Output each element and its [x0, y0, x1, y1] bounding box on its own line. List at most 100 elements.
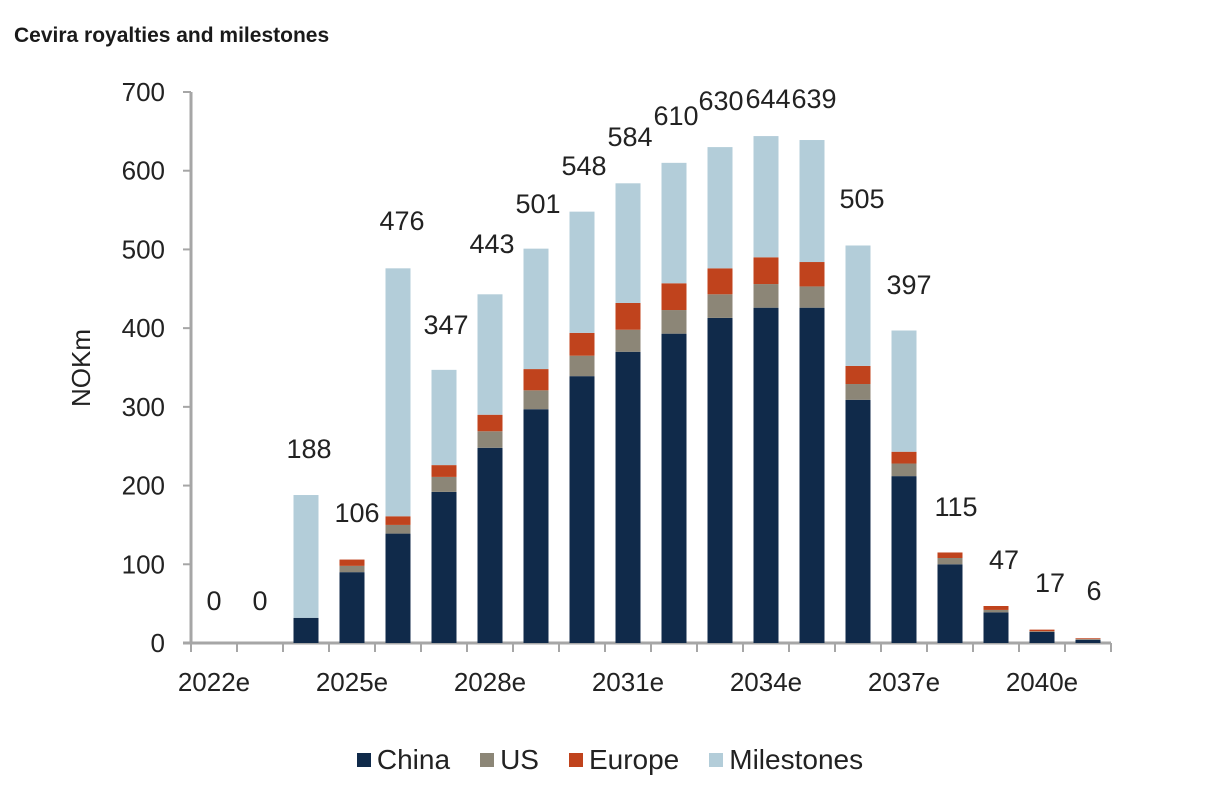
y-axis-title: NOKm [66, 329, 96, 407]
y-tick-label: 700 [122, 77, 165, 107]
bar-segment-china [477, 447, 503, 643]
bar-segment-us [845, 384, 871, 400]
bar-segment-china [431, 491, 457, 643]
bar-segment-milestones [799, 140, 825, 263]
x-tick-label: 2031e [592, 667, 664, 697]
y-tick-label: 500 [122, 234, 165, 264]
bar-segment-milestones [477, 294, 503, 415]
bar-segment-us [1029, 631, 1055, 632]
legend-item-us: US [480, 744, 539, 776]
bar-segment-us [707, 294, 733, 318]
legend-label-europe: Europe [588, 744, 680, 775]
bar-segment-china [845, 399, 871, 643]
bar-segment-china [937, 564, 963, 643]
bar-segment-china [569, 376, 595, 643]
bar-segment-europe [753, 257, 779, 285]
bar-segment-us [753, 284, 779, 308]
data-label-total: 0 [206, 586, 221, 616]
legend-swatch-china [356, 753, 371, 767]
bar-segment-china [707, 317, 733, 643]
data-label-total: 548 [561, 151, 606, 181]
legend-item-europe: Europe [568, 744, 680, 776]
bar-segment-china [799, 307, 825, 643]
data-label-total: 501 [515, 189, 560, 219]
bar-segment-europe [661, 283, 687, 311]
bar-segment-milestones [293, 495, 319, 618]
bar-segment-europe [799, 262, 825, 287]
data-label-total: 644 [745, 84, 790, 114]
legend-label-us: US [500, 744, 539, 775]
bar-segment-china [339, 572, 365, 643]
data-label-total: 630 [698, 86, 743, 116]
bar-segment-milestones [753, 136, 779, 258]
y-tick-label: 400 [122, 313, 165, 343]
bar-segment-europe [569, 332, 595, 356]
bar-segment-milestones [523, 248, 549, 370]
data-label-total: 476 [379, 206, 424, 236]
bar-segment-europe [937, 552, 963, 558]
bar-segment-us [431, 476, 457, 492]
bar-segment-us [385, 524, 411, 534]
bar-segment-us [891, 463, 917, 477]
data-label-total: 47 [989, 545, 1019, 575]
bar-segment-us [1075, 639, 1101, 640]
bar-segment-europe [707, 268, 733, 295]
bar-segment-china [1029, 631, 1055, 643]
data-label-total: 106 [334, 498, 379, 528]
bar-segment-europe [615, 302, 641, 330]
x-tick-label: 2028e [454, 667, 526, 697]
bar-segment-europe [891, 451, 917, 464]
legend-label-milestones: Milestones [729, 744, 864, 775]
bar-segment-china [385, 533, 411, 643]
data-label-total: 115 [934, 492, 977, 522]
legend-item-china: China [356, 744, 451, 776]
bar-segment-us [799, 286, 825, 308]
data-label-total: 17 [1035, 568, 1065, 598]
legend-swatch-us [480, 753, 495, 767]
bar-segment-china [523, 409, 549, 643]
bar-segment-europe [385, 516, 411, 525]
bar-segment-us [339, 565, 365, 573]
bar-segment-europe [1029, 629, 1055, 632]
bar-segment-milestones [615, 183, 641, 303]
legend-label-china: China [376, 744, 451, 775]
bar-segment-us [615, 329, 641, 352]
bar-segment-milestones [661, 162, 687, 284]
bar-segment-china [293, 617, 319, 643]
data-label-total: 6 [1086, 576, 1101, 606]
bar-segment-milestones [569, 211, 595, 333]
data-label-total: 397 [886, 270, 931, 300]
bar-segment-china [983, 612, 1009, 643]
data-label-total: 443 [469, 229, 514, 259]
data-label-total: 639 [791, 84, 836, 114]
y-tick-label: 100 [122, 549, 165, 579]
bar-segment-milestones [431, 369, 457, 466]
bar-segment-us [661, 310, 687, 334]
x-tick-label: 2034e [730, 667, 802, 697]
legend-swatch-europe [568, 753, 583, 767]
y-tick-label: 300 [122, 392, 165, 422]
chart-title: Cevira royalties and milestones [14, 24, 330, 47]
bar-segment-europe [523, 369, 549, 391]
bar-segment-europe [983, 606, 1009, 610]
bar-segment-china [891, 476, 917, 643]
legend: China US Europe Milestones [0, 744, 1220, 776]
y-tick-label: 200 [122, 471, 165, 501]
bar-segment-europe [1075, 638, 1101, 640]
bar-segment-milestones [891, 330, 917, 452]
legend-swatch-milestones [709, 753, 724, 767]
y-tick-label: 600 [122, 156, 165, 186]
data-label-total: 0 [252, 586, 267, 616]
bar-segment-us [523, 390, 549, 410]
x-tick-label: 2040e [1006, 667, 1078, 697]
bar-segment-europe [845, 365, 871, 385]
x-tick-label: 2037e [868, 667, 940, 697]
data-label-total: 188 [286, 434, 331, 464]
bar-segment-us [569, 355, 595, 377]
y-tick-label: 0 [151, 628, 165, 658]
bar-segment-europe [431, 465, 457, 477]
bar-segment-china [753, 307, 779, 643]
legend-item-milestones: Milestones [709, 744, 863, 776]
bar-segment-us [477, 431, 503, 448]
data-label-total: 610 [653, 101, 698, 131]
